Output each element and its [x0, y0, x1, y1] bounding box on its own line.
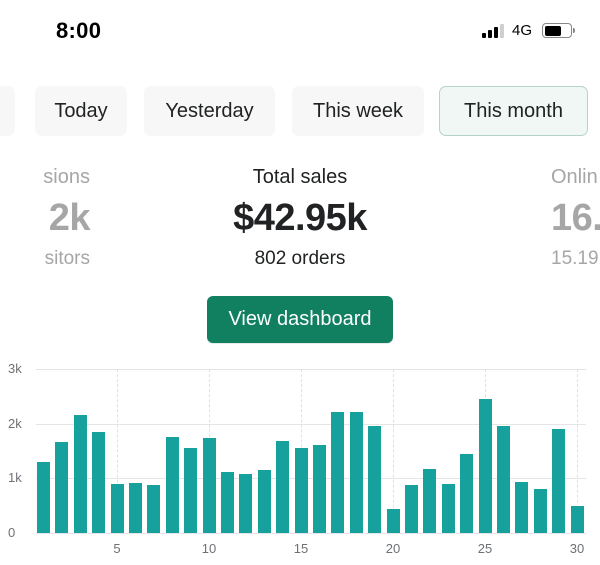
bar-day-13[interactable]	[257, 470, 271, 533]
tab-previous-partial[interactable]	[0, 86, 15, 136]
metric-online-store[interactable]: Onlin 16. 15.19	[551, 164, 600, 272]
baseline	[36, 533, 586, 534]
bar-day-16[interactable]	[313, 445, 326, 533]
gridline	[36, 478, 586, 479]
bar-day-10[interactable]	[202, 437, 216, 533]
bar-day-7[interactable]	[147, 484, 161, 533]
bar-day-5[interactable]	[110, 483, 124, 533]
gridline	[36, 369, 586, 370]
status-time: 8:00	[56, 18, 102, 43]
bar-day-24[interactable]	[460, 454, 474, 533]
bar-day-30[interactable]	[570, 506, 584, 533]
bar-day-11[interactable]	[221, 471, 234, 533]
bar-day-2[interactable]	[55, 442, 69, 533]
cellular-signal-icon	[481, 23, 504, 38]
gridline-vertical	[117, 369, 118, 533]
bar-day-28[interactable]	[533, 489, 547, 533]
tab-yesterday[interactable]: Yesterday	[144, 86, 275, 136]
bar-day-8[interactable]	[165, 436, 179, 533]
bar-day-29[interactable]	[552, 429, 566, 533]
y-tick: 2k	[8, 416, 22, 431]
x-tick: 5	[113, 541, 121, 556]
bar-day-4[interactable]	[92, 431, 106, 533]
battery-icon	[542, 23, 575, 38]
y-tick: 0	[8, 525, 16, 540]
bar-day-14[interactable]	[276, 441, 290, 533]
metric-sub: sitors	[44, 248, 90, 269]
x-tick: 30	[569, 541, 585, 556]
gridline-vertical	[393, 369, 394, 533]
metric-sub: 15.19	[551, 248, 599, 269]
bar-day-19[interactable]	[368, 425, 382, 533]
bar-day-27[interactable]	[515, 482, 529, 533]
gridline	[36, 424, 586, 425]
status-bar: 8:00 4G	[0, 0, 600, 66]
tab-this-week[interactable]: This week	[292, 86, 424, 136]
metric-value: 16.	[551, 197, 600, 239]
bar-day-25[interactable]	[478, 399, 492, 533]
bar-day-1[interactable]	[37, 461, 50, 533]
metric-label: Onlin	[551, 166, 598, 188]
tab-this-month[interactable]: This month	[439, 86, 588, 136]
bar-day-20[interactable]	[386, 508, 400, 533]
metric-sessions[interactable]: sions 2k sitors	[0, 164, 90, 272]
view-dashboard-button[interactable]: View dashboard	[207, 296, 393, 343]
bar-day-17[interactable]	[331, 412, 345, 533]
metric-label: Total sales	[252, 166, 348, 188]
bar-day-3[interactable]	[73, 414, 87, 533]
y-tick: 3k	[8, 361, 22, 376]
tab-today[interactable]: Today	[35, 86, 127, 136]
bar-day-26[interactable]	[497, 425, 510, 533]
bar-day-21[interactable]	[405, 484, 418, 533]
x-tick: 15	[293, 541, 309, 556]
metric-label: sions	[43, 166, 90, 188]
bar-day-6[interactable]	[129, 482, 142, 533]
gridline-vertical	[577, 369, 578, 533]
bar-day-23[interactable]	[441, 483, 455, 533]
y-tick: 1k	[8, 470, 22, 485]
metric-value: 2k	[48, 197, 91, 239]
bar-day-22[interactable]	[423, 469, 437, 533]
network-type: 4G	[511, 22, 532, 39]
date-range-tabs: Today Yesterday This week This month	[0, 86, 600, 136]
bar-day-12[interactable]	[239, 473, 253, 533]
bar-day-18[interactable]	[349, 412, 363, 533]
metric-total-sales[interactable]: Total sales $42.95k 802 orders	[150, 164, 450, 272]
bar-day-15[interactable]	[294, 448, 308, 533]
x-tick: 25	[477, 541, 493, 556]
metric-sub: 802 orders	[254, 248, 346, 269]
x-tick: 10	[201, 541, 217, 556]
metric-value: $42.95k	[233, 197, 367, 239]
status-indicators: 4G	[481, 22, 575, 39]
bar-day-9[interactable]	[184, 448, 198, 533]
sales-bar-chart: 3k 2k 1k 0 5 10 15 20 25 30	[0, 360, 600, 565]
x-tick: 20	[385, 541, 401, 556]
